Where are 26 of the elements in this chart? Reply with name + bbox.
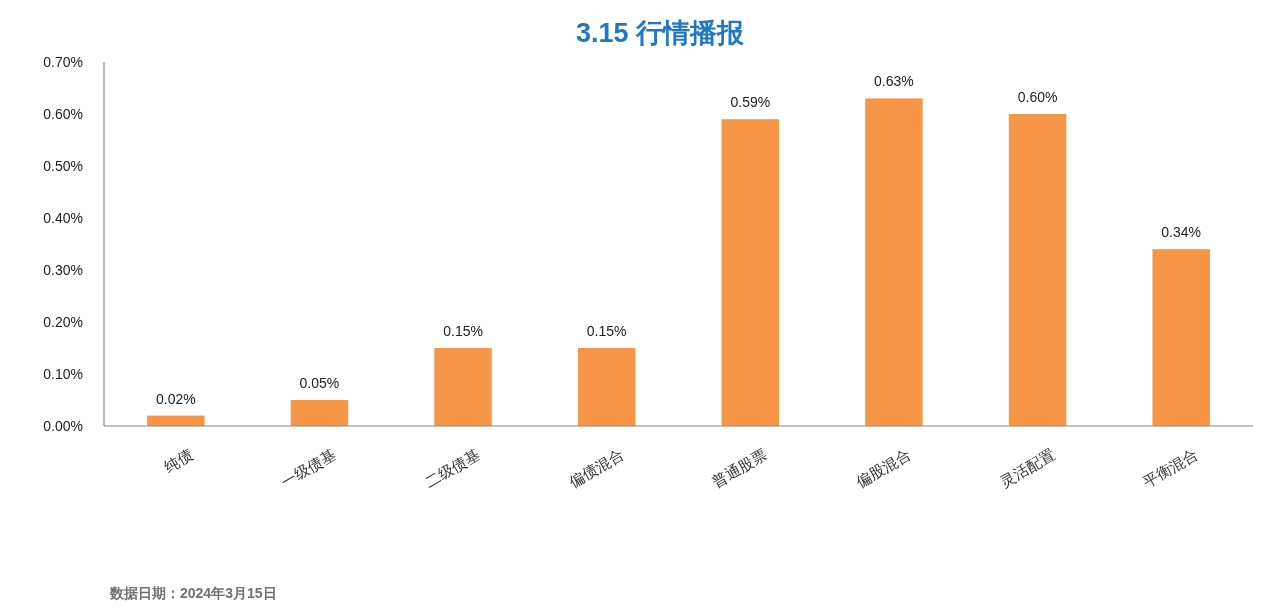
data-label: 0.34% (1161, 224, 1202, 241)
title: 3.15 行情播报 (575, 18, 745, 48)
x-tick-label: 偏股混合 (852, 445, 914, 491)
data-label: 0.15% (443, 323, 483, 339)
y-tick-label: 0.20% (43, 314, 83, 330)
note: 数据日期：2024年3月15日 (110, 585, 277, 601)
x-tick-label: 灵活配置 (996, 445, 1058, 491)
y-tick-label: 0.70% (43, 54, 83, 70)
data-label: 0.15% (586, 323, 627, 339)
y-tick-label: 0.10% (43, 366, 83, 382)
x-tick-label: 纯债 (160, 445, 196, 476)
y-tick-label: 0.00% (43, 418, 83, 434)
x-tick-label: 平衡混合 (1140, 445, 1201, 491)
x-tick-label: 偏债混合 (565, 445, 627, 491)
data-label: 0.05% (299, 375, 340, 391)
data-label: 0.60% (1017, 89, 1058, 105)
y-tick-label: 0.50% (43, 158, 83, 174)
x-tick-label: 一级债基 (278, 445, 339, 491)
data-label: 0.02% (155, 390, 196, 407)
data-label: 0.59% (730, 94, 771, 111)
x-tick-label: 普通股票 (709, 445, 770, 491)
data-label: 0.63% (874, 73, 914, 90)
y-tick-label: 0.60% (43, 106, 83, 122)
x-tick-label: 二级债基 (422, 445, 483, 491)
y-tick-label: 0.30% (43, 262, 83, 278)
y-tick-label: 0.40% (43, 210, 83, 226)
